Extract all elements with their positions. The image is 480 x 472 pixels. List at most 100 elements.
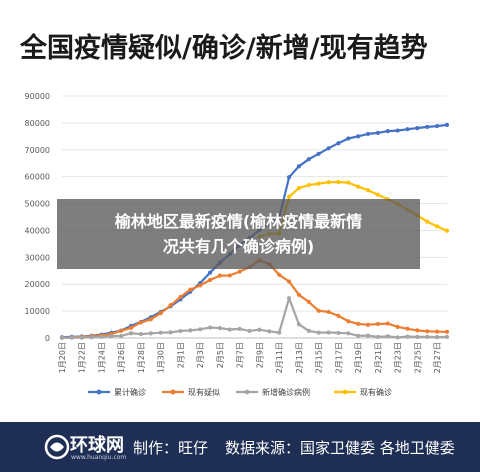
- data-point: [306, 157, 311, 162]
- data-point: [227, 327, 232, 332]
- data-point: [188, 287, 193, 292]
- data-point: [247, 328, 252, 333]
- data-point: [198, 283, 203, 288]
- series-line: [61, 259, 448, 339]
- y-tick-label: 20000: [25, 280, 50, 289]
- data-point: [425, 219, 430, 224]
- data-point: [435, 335, 440, 340]
- overlay-line-2: 况共有几个确诊病例): [162, 237, 315, 256]
- data-point: [267, 329, 272, 334]
- data-point: [375, 192, 380, 197]
- globe-logo-icon: [44, 434, 70, 460]
- data-point: [444, 329, 450, 334]
- data-point: [316, 308, 321, 313]
- data-point: [119, 328, 124, 333]
- data-point: [277, 272, 282, 277]
- data-point: [168, 303, 173, 308]
- data-point: [405, 127, 410, 132]
- data-point: [415, 328, 420, 333]
- x-tick-label: 2月13日: [295, 342, 304, 373]
- data-point: [129, 331, 134, 336]
- data-point: [296, 164, 302, 169]
- data-point: [435, 329, 440, 334]
- x-tick-label: 1月20日: [58, 342, 67, 373]
- data-point: [316, 181, 321, 186]
- data-point: [59, 335, 65, 340]
- data-point: [365, 131, 371, 137]
- y-tick-label: 90000: [25, 92, 50, 101]
- x-tick-label: 2月7日: [236, 342, 245, 368]
- data-point: [296, 292, 302, 297]
- data-point: [375, 130, 380, 135]
- legend-label: 新增确诊病例: [262, 387, 310, 397]
- legend-marker: [96, 389, 102, 395]
- data-point: [286, 175, 292, 180]
- data-point: [336, 141, 341, 146]
- data-point: [257, 327, 262, 332]
- data-point: [356, 333, 361, 338]
- data-point: [168, 330, 173, 335]
- y-tick-label: 0: [45, 334, 50, 343]
- x-tick-label: 2月9日: [255, 342, 264, 368]
- data-point: [336, 313, 341, 318]
- data-point: [138, 331, 144, 337]
- x-tick-label: 2月17日: [334, 342, 343, 373]
- x-tick-label: 1月24日: [97, 342, 106, 373]
- x-tick-label: 2月27日: [433, 342, 442, 373]
- data-point: [207, 325, 213, 330]
- x-tick-label: 2月5日: [216, 342, 225, 368]
- data-point: [405, 326, 410, 331]
- brand-url: www.huanqiu.com: [71, 454, 127, 461]
- data-point: [296, 322, 302, 327]
- data-source-credit: 数据来源：国家卫健委 各地卫健委: [225, 439, 455, 457]
- data-point: [444, 122, 450, 128]
- data-point: [425, 124, 430, 130]
- data-point: [207, 277, 213, 283]
- data-point: [119, 333, 124, 339]
- x-tick-label: 2月1日: [176, 342, 185, 368]
- data-point: [375, 334, 380, 340]
- data-point: [435, 123, 440, 129]
- data-point: [99, 334, 104, 339]
- data-point: [435, 224, 440, 229]
- x-tick-label: 1月28日: [137, 342, 146, 373]
- data-point: [326, 330, 331, 335]
- y-axis-ticks: 0 10000 20000 30000 40000 50000 60000 70000 8000…: [25, 92, 50, 343]
- line-chart: 0 10000 20000 30000 40000 50000 60000 70000 8000…: [25, 92, 450, 397]
- data-point: [316, 330, 321, 335]
- data-point: [385, 129, 390, 134]
- data-point: [444, 228, 450, 233]
- y-tick-label: 30000: [25, 253, 50, 262]
- data-point: [286, 296, 292, 301]
- data-point: [286, 279, 292, 284]
- data-point: [148, 331, 153, 336]
- data-point: [444, 334, 450, 339]
- chart-title: 全国疫情疑似/确诊/新增/现有趋势: [20, 33, 428, 64]
- data-point: [336, 179, 341, 185]
- overlay-line-1: 榆林地区最新疫情(榆林疫情最新情: [114, 212, 363, 231]
- data-point: [356, 134, 361, 139]
- x-tick-label: 2月19日: [354, 342, 363, 373]
- data-point: [148, 317, 153, 322]
- data-point: [385, 321, 390, 326]
- data-point: [365, 188, 371, 193]
- data-point: [395, 324, 400, 329]
- x-tick-label: 2月15日: [315, 342, 324, 373]
- footer-bar: [0, 422, 480, 472]
- x-tick-label: 1月22日: [78, 342, 87, 373]
- data-point: [217, 273, 223, 278]
- data-point: [425, 329, 430, 334]
- data-point: [306, 182, 311, 188]
- data-point: [346, 180, 351, 185]
- x-tick-label: 1月30日: [157, 342, 166, 373]
- data-point: [286, 194, 292, 199]
- data-point: [415, 125, 420, 131]
- y-tick-label: 60000: [25, 173, 50, 182]
- data-point: [405, 334, 410, 339]
- data-point: [356, 184, 361, 189]
- data-point: [109, 334, 114, 339]
- data-point: [316, 151, 321, 156]
- legend-label: 累计确诊: [114, 387, 146, 397]
- data-point: [277, 330, 282, 335]
- data-point: [296, 185, 302, 191]
